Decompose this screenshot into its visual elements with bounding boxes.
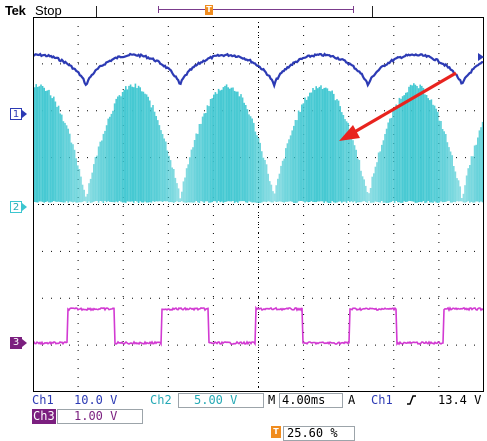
trigger-source[interactable]: Ch1 <box>371 393 393 407</box>
waveform-display <box>33 17 484 392</box>
header-divider-right <box>372 6 373 20</box>
graticule-center-axes <box>33 17 484 392</box>
ch2-scale: 5.00 V <box>194 393 238 407</box>
ch2-scale-box <box>178 393 264 408</box>
ch1-waveform <box>33 52 483 89</box>
ch2-waveform <box>33 83 484 203</box>
scope-header: Tek Stop T <box>0 0 487 22</box>
annotation-arrow-icon <box>339 71 457 141</box>
ch1-scale: 10.0 V <box>74 393 118 407</box>
scope-readout-bar: Ch1 10.0 V Ch2 5.00 V M 4.00ms A Ch1 13.… <box>0 392 487 441</box>
ch1-offscreen-indicator-icon <box>478 53 484 61</box>
timebase-box <box>279 393 343 408</box>
acquisition-status: Stop <box>35 3 62 18</box>
ch3-marker-arrow-icon <box>22 339 27 347</box>
ch1-label[interactable]: Ch1 <box>32 393 54 407</box>
ch3-scale-box <box>57 409 143 424</box>
ch1-ground-marker[interactable]: 1 <box>10 108 22 120</box>
ch2-label[interactable]: Ch2 <box>150 393 172 407</box>
record-window-marker-icon: T <box>205 5 213 15</box>
ch3-waveform <box>33 305 484 347</box>
timebase-label: M <box>268 393 276 407</box>
ch3-label[interactable]: Ch3 <box>32 409 56 424</box>
trigger-mode: A <box>348 393 356 407</box>
rising-edge-icon <box>407 395 416 405</box>
ch1-marker-arrow-icon <box>22 110 27 118</box>
ch2-marker-arrow-icon <box>22 203 27 211</box>
record-length-bar <box>158 9 354 10</box>
header-divider <box>96 6 97 20</box>
ch3-ground-marker[interactable]: 3 <box>10 337 22 349</box>
ch2-ground-marker[interactable]: 2 <box>10 201 22 213</box>
trigger-position-readout-icon: T <box>271 426 281 438</box>
brand-logo: Tek <box>5 3 26 18</box>
trigger-position-value[interactable]: 25.60 % <box>287 426 338 440</box>
timebase-value[interactable]: 4.00ms <box>282 393 326 407</box>
trigger-level[interactable]: 13.4 V <box>438 393 482 407</box>
record-bracket-right <box>353 6 354 13</box>
ch3-scale: 1.00 V <box>74 409 118 423</box>
